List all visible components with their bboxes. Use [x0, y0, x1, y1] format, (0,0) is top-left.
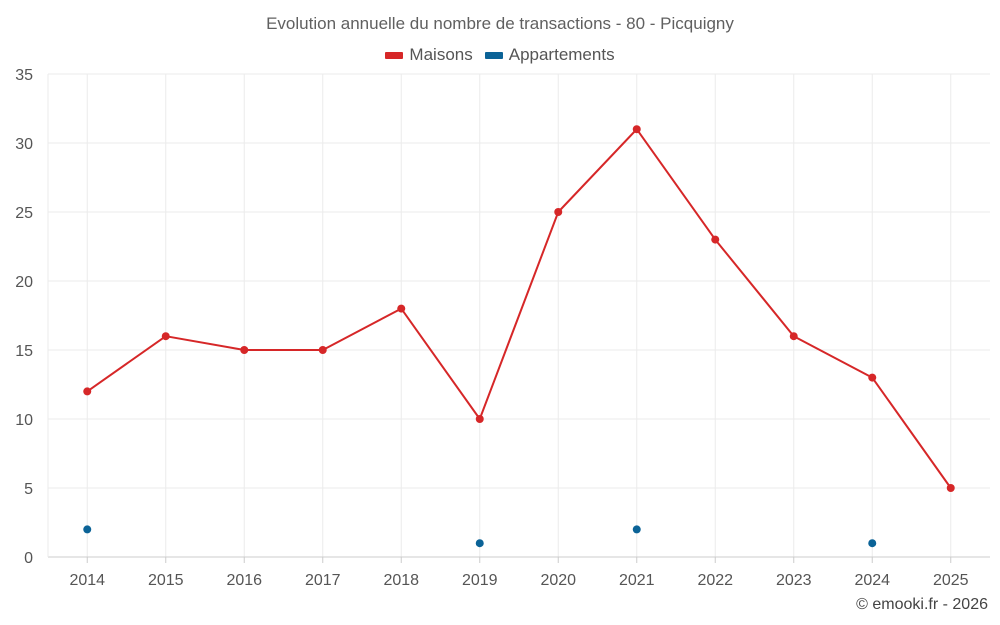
y-tick-label-30: 30 [15, 136, 33, 153]
y-tick-label-20: 20 [15, 274, 33, 291]
data-point-maisons-2022[interactable] [711, 235, 720, 244]
legend-swatch-maisons [385, 51, 404, 59]
x-tick-label-2025: 2025 [933, 572, 969, 589]
legend-item-maisons[interactable]: Maisons [385, 45, 473, 65]
legend-item-appartements[interactable]: Appartements [484, 45, 615, 65]
legend-swatch-appartements [484, 51, 503, 59]
data-point-maisons-2016[interactable] [240, 346, 249, 354]
data-point-maisons-2025[interactable] [946, 484, 955, 492]
data-point-maisons-2019[interactable] [475, 415, 484, 423]
x-tick-label-2024: 2024 [854, 572, 890, 589]
data-point-appartements-2014[interactable] [83, 525, 92, 534]
data-point-maisons-2020[interactable] [554, 208, 563, 216]
data-point-appartements-2019[interactable] [475, 539, 484, 548]
x-tick-label-2018: 2018 [383, 572, 419, 589]
y-tick-label-10: 10 [15, 412, 33, 429]
series-line-maisons [86, 128, 952, 489]
data-point-appartements-2021[interactable] [632, 525, 641, 534]
y-tick-label-15: 15 [15, 343, 33, 360]
data-point-maisons-2023[interactable] [789, 332, 798, 341]
x-tick-label-2022: 2022 [697, 572, 733, 589]
x-tick-label-2015: 2015 [148, 572, 184, 589]
data-point-maisons-2018[interactable] [397, 304, 406, 313]
credit-text: © emooki.fr - 2026 [856, 596, 988, 613]
chart-title: Evolution annuelle du nombre de transact… [266, 14, 734, 33]
data-point-maisons-2017[interactable] [318, 346, 327, 354]
x-tick-label-2021: 2021 [619, 572, 655, 589]
chart-legend: Maisons Appartements [0, 45, 1000, 65]
legend-label-maisons: Maisons [409, 45, 473, 64]
x-tick-label-2017: 2017 [305, 572, 341, 589]
x-tick-label-2023: 2023 [776, 572, 812, 589]
x-tick-label-2014: 2014 [69, 572, 105, 589]
data-point-maisons-2015[interactable] [161, 332, 170, 341]
legend-label-appartements: Appartements [508, 45, 615, 64]
data-point-appartements-2024[interactable] [868, 539, 877, 548]
data-point-maisons-2014[interactable] [83, 387, 92, 396]
data-point-maisons-2024[interactable] [868, 373, 877, 382]
y-tick-label-25: 25 [15, 205, 33, 222]
y-tick-label-5: 5 [24, 481, 33, 498]
x-tick-label-2019: 2019 [462, 572, 498, 589]
y-tick-label-0: 0 [24, 550, 33, 567]
data-point-maisons-2021[interactable] [632, 125, 641, 134]
x-tick-label-2020: 2020 [540, 572, 576, 589]
y-tick-label-35: 35 [15, 67, 33, 84]
x-tick-label-2016: 2016 [226, 572, 262, 589]
